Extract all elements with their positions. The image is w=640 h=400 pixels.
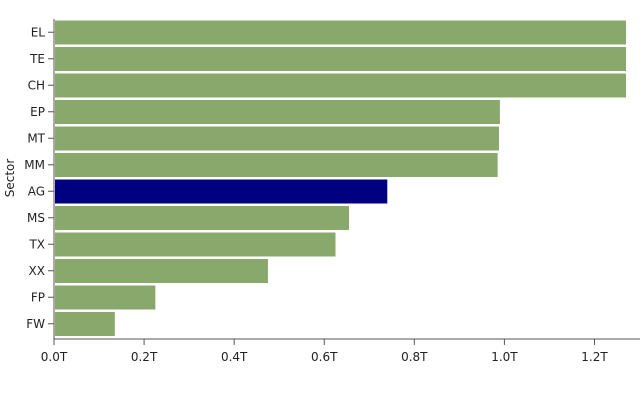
x-tick-label-1: 0.2T <box>131 350 158 364</box>
x-tick-label-5: 1.0T <box>491 350 518 364</box>
bar-te <box>55 47 627 71</box>
y-axis: EL TE CH EP MT MM AG MS TX XX FP FW <box>24 19 55 339</box>
y-tick-label-el: EL <box>31 25 46 39</box>
bar-ch <box>55 73 627 98</box>
x-tick-label-4: 0.8T <box>401 350 428 364</box>
bar-xx <box>55 259 268 283</box>
bar-fp <box>55 285 156 310</box>
y-tick-label-tx: TX <box>28 237 45 251</box>
x-tick-label-0: 0.0T <box>41 350 68 364</box>
y-tick-label-te: TE <box>29 52 45 66</box>
bar-mm <box>55 153 498 177</box>
y-tick-label-ms: MS <box>27 211 45 225</box>
y-tick-label-ch: CH <box>28 78 45 92</box>
y-tick-label-ep: EP <box>30 105 45 119</box>
bar-ag <box>55 179 388 204</box>
y-axis-title: Sector <box>3 159 17 198</box>
bar-ms <box>55 206 350 230</box>
x-tick-label-3: 0.6T <box>311 350 338 364</box>
bar-ep <box>55 100 500 124</box>
bar-fw <box>55 312 115 336</box>
y-tick-label-xx: XX <box>29 264 45 278</box>
y-tick-label-mm: MM <box>24 158 45 172</box>
bar-el <box>55 20 627 45</box>
y-tick-label-ag: AG <box>28 184 45 198</box>
bar-tx <box>55 232 336 257</box>
y-tick-label-fp: FP <box>31 290 45 304</box>
bar-mt <box>55 126 499 151</box>
y-tick-label-mt: MT <box>27 131 45 145</box>
x-tick-label-2: 0.4T <box>221 350 248 364</box>
x-axis: 0.0T 0.2T 0.4T 0.6T 0.8T 1.0T 1.2T <box>41 338 640 364</box>
y-tick-label-fw: FW <box>26 317 45 331</box>
bars-group <box>55 20 627 336</box>
x-tick-label-6: 1.2T <box>581 350 608 364</box>
